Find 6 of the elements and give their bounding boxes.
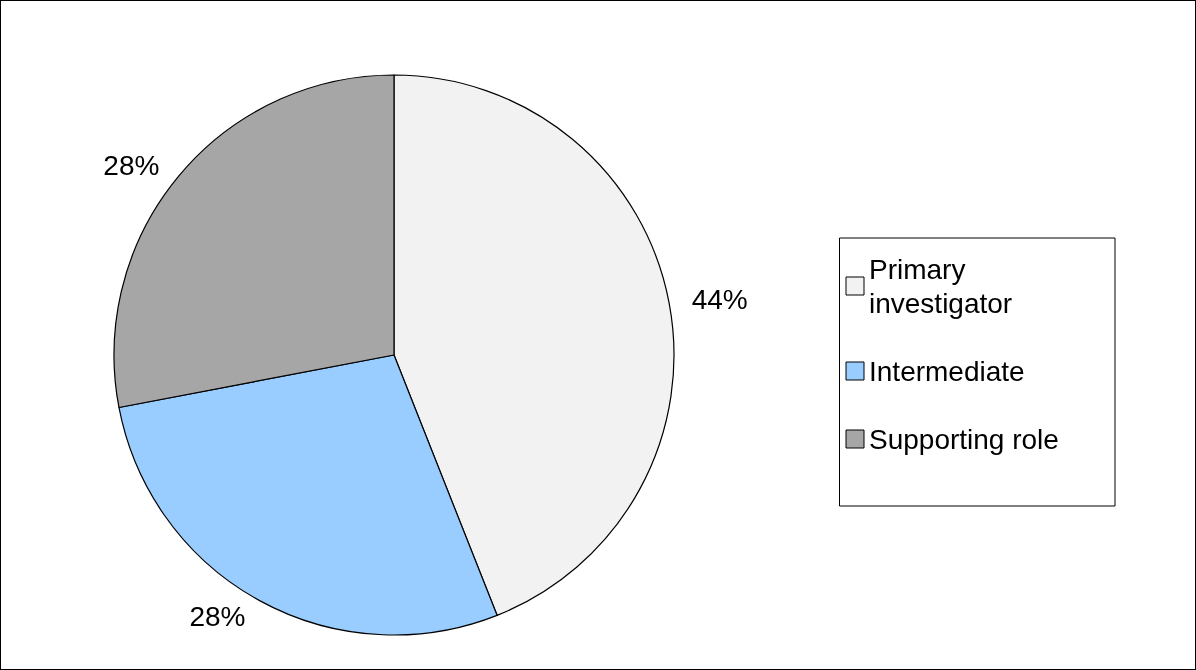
legend-label: Supporting role xyxy=(869,423,1059,455)
legend-label: Primary investigator xyxy=(869,253,1013,319)
data-label: 44% xyxy=(691,283,748,315)
legend-label: Intermediate xyxy=(869,355,1025,387)
data-label: 28% xyxy=(189,600,246,632)
data-label: 28% xyxy=(103,149,160,181)
